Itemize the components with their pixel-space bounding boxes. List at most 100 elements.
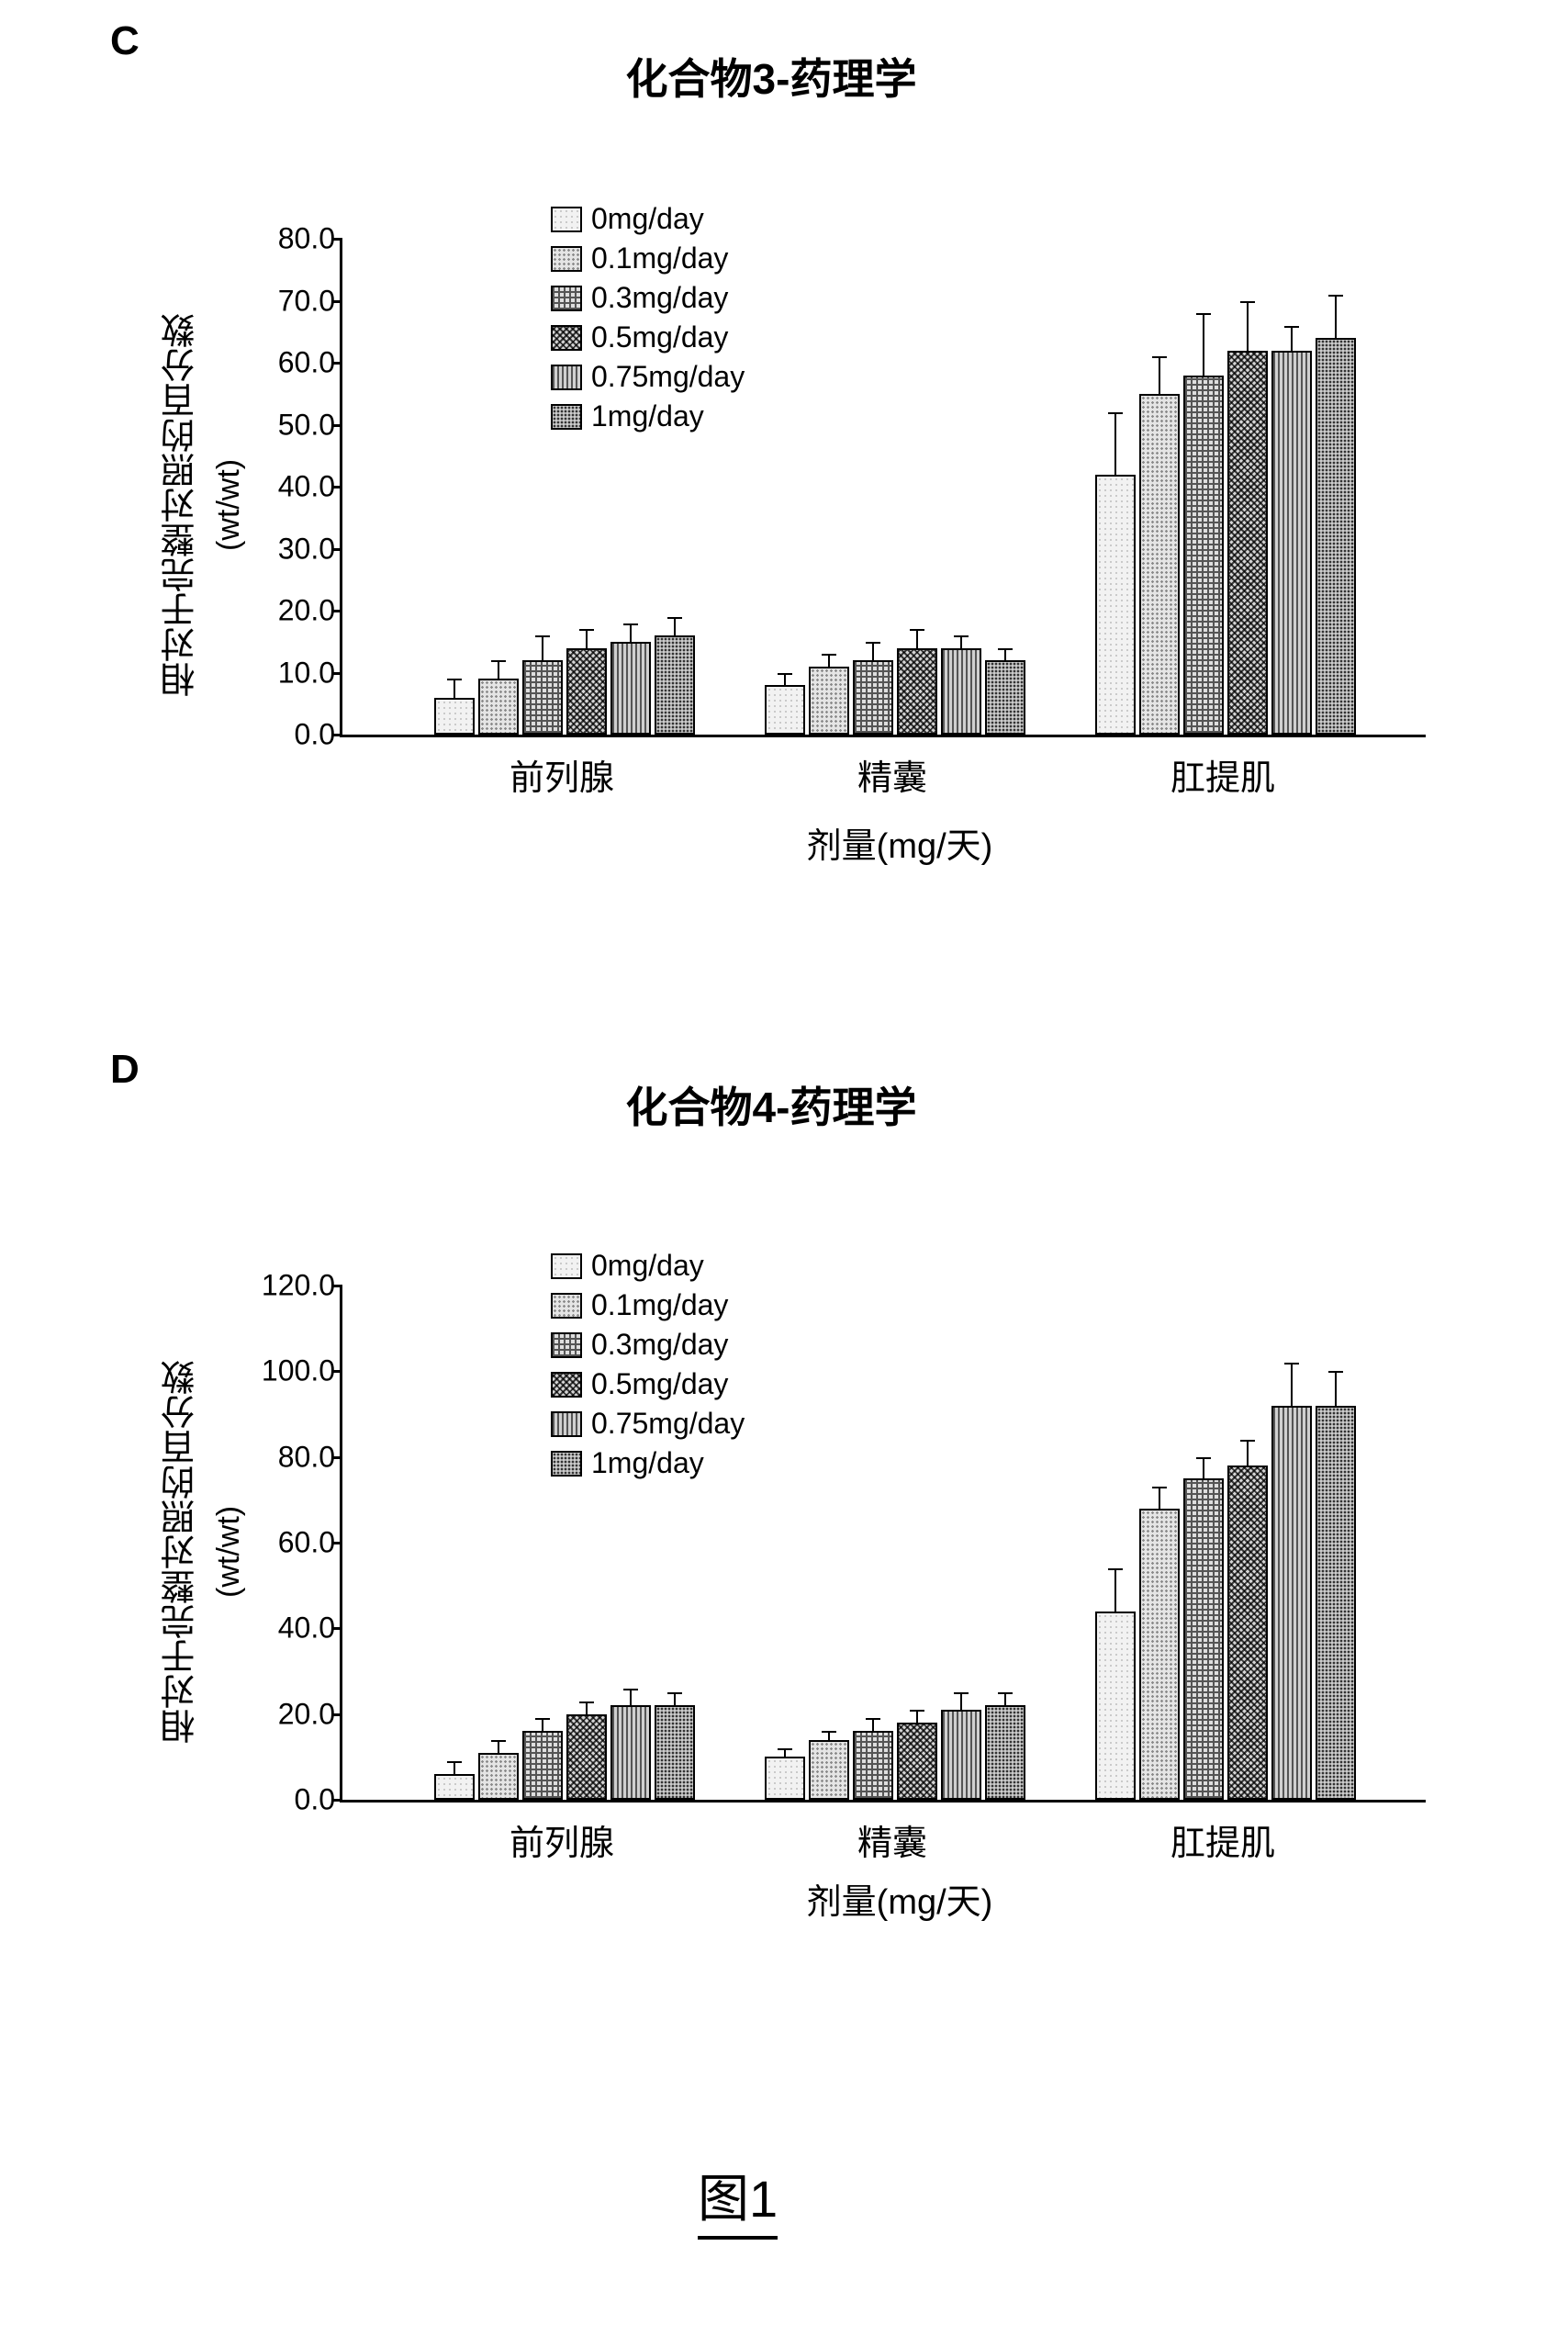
panel-label: D <box>110 1047 140 1093</box>
bar <box>610 1705 651 1800</box>
legend-swatch <box>551 1451 582 1477</box>
panel-label: C <box>110 18 140 64</box>
bar <box>1095 475 1136 736</box>
bar <box>1271 351 1312 736</box>
x-axis-title: 剂量(mg/天) <box>716 1873 1083 1924</box>
error-bar <box>454 1761 455 1774</box>
plot-area: 0.010.020.030.040.050.060.070.080.0 <box>340 239 1426 737</box>
x-group-label: 前列腺 <box>510 1814 614 1865</box>
legend-item: 0.3mg/day <box>551 1328 745 1362</box>
error-bar-cap <box>535 635 550 637</box>
y-tick-mark <box>333 1542 342 1544</box>
chart-title: 化合物3-药理学 <box>441 46 1102 107</box>
error-bar <box>1004 648 1006 661</box>
error-bar-cap <box>1240 1440 1255 1442</box>
bar <box>985 660 1025 735</box>
error-bar-cap <box>998 648 1013 650</box>
error-bar <box>498 1740 499 1753</box>
error-bar <box>916 1710 918 1723</box>
error-bar <box>1114 412 1116 475</box>
y-tick-mark <box>333 1456 342 1459</box>
error-bar-cap <box>1108 412 1123 414</box>
error-bar <box>1247 1440 1249 1466</box>
legend-swatch <box>551 325 582 351</box>
legend-swatch <box>551 404 582 430</box>
error-bar <box>674 617 676 635</box>
error-bar-cap <box>822 1731 836 1733</box>
y-tick-mark <box>333 424 342 427</box>
error-bar-cap <box>579 629 594 631</box>
error-bar <box>542 1718 543 1731</box>
error-bar-cap <box>1108 1568 1123 1570</box>
error-bar <box>498 660 499 679</box>
error-bar <box>784 673 786 686</box>
error-bar-cap <box>778 673 792 675</box>
legend-swatch <box>551 246 582 272</box>
error-bar-cap <box>491 1740 506 1742</box>
y-tick-label: 100.0 <box>262 1354 342 1388</box>
error-bar <box>1203 1457 1204 1478</box>
error-bar-cap <box>667 1692 682 1694</box>
legend: 0mg/day 0.1mg/day 0.3mg/day 0.5mg/day 0.75mg… <box>551 1249 745 1486</box>
chart-title: 化合物4-药理学 <box>441 1074 1102 1135</box>
y-tick-mark <box>333 1799 342 1802</box>
error-bar <box>674 1692 676 1705</box>
y-axis-subtitle: (wt/wt) <box>211 386 247 624</box>
x-group-label: 肛提肌 <box>1170 749 1275 800</box>
legend-item: 0mg/day <box>551 1249 745 1283</box>
error-bar <box>1159 1487 1160 1508</box>
y-tick-mark <box>333 1627 342 1630</box>
error-bar-cap <box>1196 1457 1211 1459</box>
legend-label: 0.1mg/day <box>591 1288 728 1322</box>
bar <box>434 698 475 736</box>
legend-item: 0.5mg/day <box>551 1367 745 1401</box>
error-bar-cap <box>579 1701 594 1703</box>
bar <box>1183 376 1224 736</box>
y-tick-mark <box>333 1285 342 1287</box>
bar <box>941 648 981 736</box>
bar <box>1183 1478 1224 1800</box>
chart-panel: C化合物3-药理学相对于完整对照的百分数(wt/wt)0.010.020.030… <box>55 37 1506 955</box>
legend-item: 1mg/day <box>551 1446 745 1480</box>
bar <box>897 1723 937 1800</box>
error-bar-cap <box>1240 301 1255 303</box>
error-bar-cap <box>822 654 836 656</box>
legend-label: 0.1mg/day <box>591 241 728 275</box>
chart-panel: D化合物4-药理学相对于完整对照的百分数(wt/wt)0.020.040.060… <box>55 1065 1506 2002</box>
y-tick-mark <box>333 486 342 489</box>
error-bar-cap <box>535 1718 550 1720</box>
error-bar <box>828 654 830 667</box>
legend-label: 0mg/day <box>591 202 704 236</box>
bar <box>1227 351 1268 736</box>
legend-swatch <box>551 1293 582 1319</box>
error-bar <box>1114 1568 1116 1612</box>
legend-label: 0.5mg/day <box>591 320 728 354</box>
error-bar-cap <box>1152 1487 1167 1488</box>
error-bar <box>1004 1692 1006 1705</box>
error-bar-cap <box>1196 313 1211 315</box>
legend-item: 0.75mg/day <box>551 360 745 394</box>
legend-swatch <box>551 1332 582 1358</box>
legend-label: 0.75mg/day <box>591 1407 745 1441</box>
error-bar-cap <box>778 1748 792 1750</box>
y-tick-label: 120.0 <box>262 1269 342 1303</box>
legend-label: 0.3mg/day <box>591 281 728 315</box>
legend: 0mg/day 0.1mg/day 0.3mg/day 0.5mg/day 0.75mg… <box>551 202 745 439</box>
bar <box>1227 1466 1268 1800</box>
error-bar <box>872 642 874 660</box>
y-axis-title: 相对于完整对照的百分数 <box>156 1313 207 1791</box>
error-bar <box>916 629 918 647</box>
legend-item: 0.1mg/day <box>551 241 745 275</box>
y-axis-subtitle: (wt/wt) <box>211 1432 247 1671</box>
bar <box>765 685 805 735</box>
error-bar-cap <box>866 642 880 644</box>
y-tick-mark <box>333 548 342 551</box>
error-bar <box>586 629 588 647</box>
error-bar <box>454 679 455 697</box>
legend-swatch <box>551 1253 582 1279</box>
error-bar-cap <box>1328 295 1343 297</box>
error-bar-cap <box>954 1692 969 1694</box>
x-group-label: 精囊 <box>857 749 927 800</box>
y-tick-mark <box>333 734 342 736</box>
bar <box>853 1731 893 1800</box>
